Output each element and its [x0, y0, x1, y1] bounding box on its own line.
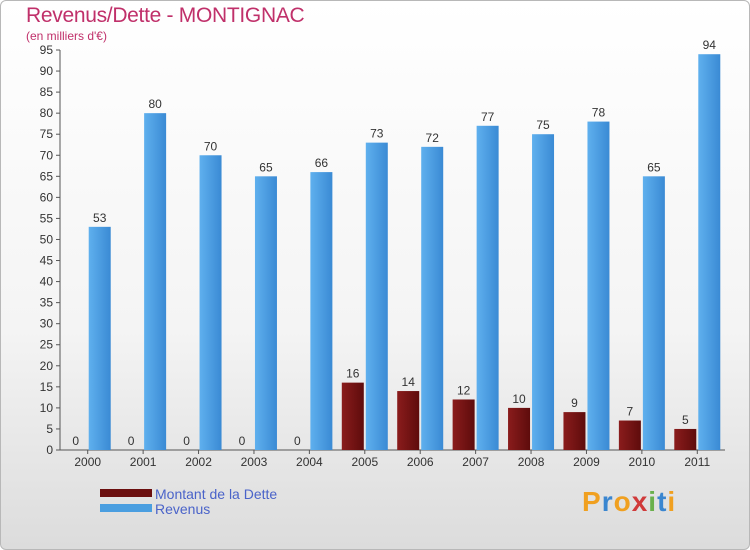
data-label-debt: 16	[346, 367, 360, 381]
data-label-revenue: 75	[536, 118, 550, 132]
data-label-debt: 0	[72, 434, 79, 448]
logo-letter: i	[648, 486, 658, 517]
bar-revenue	[310, 172, 333, 450]
data-label-revenue: 65	[647, 160, 661, 174]
y-tick-label: 15	[40, 380, 54, 394]
bar-debt	[618, 420, 641, 450]
data-label-revenue: 80	[148, 97, 162, 111]
legend-label-debt: Montant de la Dette	[155, 486, 278, 502]
x-tick-label: 2008	[518, 455, 545, 469]
x-tick-label: 2001	[130, 455, 157, 469]
data-label-revenue: 72	[426, 131, 440, 145]
data-label-debt: 0	[294, 434, 301, 448]
x-tick-label: 2011	[684, 455, 710, 469]
logo-letter: r	[601, 486, 614, 517]
y-tick-label: 5	[46, 422, 53, 436]
bar-revenue	[642, 176, 665, 450]
bar-revenue	[199, 155, 222, 450]
data-label-revenue: 66	[315, 156, 329, 170]
bar-revenue	[365, 142, 388, 450]
data-label-revenue: 78	[592, 106, 606, 120]
bar-debt	[563, 412, 586, 450]
y-tick-label: 45	[40, 254, 54, 268]
data-label-revenue: 73	[370, 127, 384, 141]
y-tick-label: 65	[40, 169, 54, 183]
bar-debt	[341, 382, 364, 450]
y-tick-label: 25	[40, 338, 54, 352]
bar-debt	[674, 428, 697, 450]
proxiti-logo: Proxiti	[582, 486, 676, 518]
y-tick-label: 85	[40, 85, 54, 99]
legend-label-revenue: Revenus	[155, 501, 211, 517]
x-tick-label: 2004	[296, 455, 323, 469]
chart-subtitle: (en milliers d'€)	[26, 29, 107, 43]
bar-revenue	[254, 176, 277, 450]
data-label-debt: 9	[571, 396, 578, 410]
data-label-revenue: 70	[204, 139, 218, 153]
y-tick-label: 90	[40, 64, 54, 78]
bar-revenue	[476, 125, 499, 450]
bar-revenue	[698, 54, 721, 451]
data-label-debt: 5	[682, 413, 689, 427]
data-label-debt: 12	[457, 383, 471, 397]
y-tick-label: 0	[46, 443, 53, 457]
data-label-revenue: 77	[481, 110, 495, 124]
x-tick-label: 2010	[629, 455, 656, 469]
chart-title: Revenus/Dette - MONTIGNAC	[26, 4, 305, 27]
data-label-revenue: 53	[93, 211, 107, 225]
bar-debt	[452, 399, 475, 450]
logo-letter: i	[667, 486, 677, 517]
y-tick-label: 80	[40, 106, 54, 120]
y-tick-label: 55	[40, 211, 54, 225]
bar-revenue	[587, 121, 610, 450]
bar-revenue	[88, 226, 111, 450]
y-tick-label: 70	[40, 148, 54, 162]
data-label-debt: 0	[239, 434, 246, 448]
data-label-revenue: 65	[259, 160, 273, 174]
y-tick-label: 20	[40, 359, 54, 373]
data-label-debt: 14	[402, 375, 416, 389]
legend-swatch-debt	[100, 489, 152, 497]
x-tick-label: 2005	[351, 455, 378, 469]
bar-revenue	[144, 113, 167, 450]
legend-swatch-revenue	[100, 504, 152, 512]
logo-letter: P	[582, 486, 602, 517]
y-tick-label: 50	[40, 232, 54, 246]
data-label-debt: 10	[512, 392, 526, 406]
bar-debt	[397, 391, 420, 450]
x-tick-label: 2002	[185, 455, 212, 469]
x-tick-label: 2009	[573, 455, 600, 469]
y-tick-label: 40	[40, 275, 54, 289]
logo-letter: o	[613, 486, 632, 517]
y-tick-label: 60	[40, 190, 54, 204]
y-tick-label: 35	[40, 296, 54, 310]
y-tick-label: 30	[40, 317, 54, 331]
x-tick-label: 2003	[241, 455, 268, 469]
bar-debt	[508, 407, 531, 450]
x-tick-label: 2006	[407, 455, 434, 469]
bar-revenue	[532, 134, 555, 451]
y-tick-label: 95	[40, 43, 54, 57]
y-tick-label: 75	[40, 127, 54, 141]
logo-letter: t	[657, 486, 668, 517]
data-label-debt: 0	[183, 434, 190, 448]
x-tick-label: 2007	[462, 455, 489, 469]
bar-revenue	[421, 146, 444, 450]
x-tick-label: 2000	[74, 455, 101, 469]
logo-letter: x	[631, 486, 649, 517]
data-label-debt: 0	[128, 434, 135, 448]
data-label-revenue: 94	[703, 38, 717, 52]
data-label-debt: 7	[627, 405, 634, 419]
y-tick-label: 10	[40, 401, 54, 415]
